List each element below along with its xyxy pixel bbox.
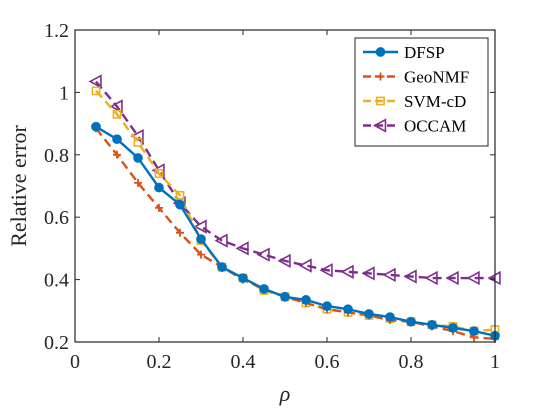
data-point-occam <box>235 241 249 256</box>
data-point-occam <box>214 233 228 248</box>
data-point-svm-cd <box>112 109 122 119</box>
data-point-dfsp <box>280 291 290 302</box>
legend-label-geonmf: GeoNMF <box>404 68 469 87</box>
x-tick-label: 0.2 <box>147 351 172 373</box>
ticks-layer: 0 0.2 0.4 0.6 0.8 10.20.40.60.811.2 <box>44 20 500 373</box>
data-point-occam <box>319 263 333 278</box>
legend-marker-geonmf <box>376 72 385 81</box>
data-point-dfsp <box>238 273 248 283</box>
data-point-dfsp <box>154 182 164 193</box>
x-tick-label: 0.6 <box>315 351 340 373</box>
data-point-svm-cd <box>133 137 143 147</box>
x-tick-label: 0.8 <box>399 351 424 373</box>
data-point-dfsp <box>196 234 206 244</box>
data-point-occam <box>361 266 375 281</box>
data-point-occam <box>256 247 270 262</box>
data-point-geonmf <box>134 178 142 187</box>
data-point-geonmf <box>155 203 163 212</box>
y-axis-label: Relative error <box>6 125 31 247</box>
data-point-dfsp <box>175 199 185 210</box>
data-point-dfsp <box>133 153 143 163</box>
y-tick-label: 0.4 <box>44 270 69 292</box>
x-tick-label: 0 <box>70 351 80 373</box>
data-point-dfsp <box>448 323 458 333</box>
data-point-dfsp <box>301 295 311 305</box>
x-axis-label: ρ <box>279 381 291 406</box>
data-point-occam <box>466 270 480 286</box>
data-point-dfsp <box>406 316 416 327</box>
data-point-svm-cd <box>91 86 101 96</box>
plot-frame <box>74 29 496 343</box>
y-tick-label: 0.8 <box>44 145 69 167</box>
legend-label-svm-cd: SVM-cD <box>404 92 466 111</box>
data-point-dfsp <box>322 301 332 311</box>
data-point-geonmf <box>113 150 121 159</box>
legend-label-occam: OCCAM <box>404 117 466 136</box>
data-point-dfsp <box>112 134 122 145</box>
x-tick-label: 0.4 <box>231 351 256 373</box>
series-line-geonmf <box>95 127 496 341</box>
data-point-dfsp <box>427 319 437 330</box>
x-tick-label: 1 <box>490 351 500 373</box>
data-point-dfsp <box>217 262 227 272</box>
legend-marker-svm-cd <box>376 96 385 106</box>
data-point-occam <box>340 264 354 279</box>
data-point-dfsp <box>343 304 353 315</box>
data-point-occam <box>382 267 396 283</box>
data-point-dfsp <box>259 284 269 294</box>
y-tick-label: 1 <box>59 82 69 104</box>
y-tick-label: 1.2 <box>44 20 69 42</box>
data-point-occam <box>277 253 291 269</box>
y-tick-label: 0.6 <box>44 207 69 229</box>
data-point-occam <box>445 270 459 286</box>
data-point-occam <box>88 74 102 89</box>
legend-box <box>354 37 489 147</box>
legend-marker-dfsp <box>375 47 386 57</box>
data-point-occam <box>193 219 207 234</box>
data-point-geonmf <box>197 250 205 259</box>
series-dfsp <box>91 121 500 341</box>
data-point-dfsp <box>385 312 395 322</box>
data-point-occam <box>298 258 312 273</box>
data-point-dfsp <box>364 309 374 319</box>
data-point-dfsp <box>469 326 479 336</box>
legend-marker-occam <box>373 118 387 133</box>
data-point-occam <box>403 269 417 284</box>
y-tick-label: 0.2 <box>44 332 69 354</box>
data-point-occam <box>424 270 438 286</box>
data-point-svm-cd <box>154 169 164 178</box>
legend-label-dfsp: DFSP <box>404 43 445 62</box>
legend: DFSP GeoNMF SVM-cD OCCAM <box>354 37 489 147</box>
data-point-dfsp <box>91 121 101 132</box>
data-point-occam <box>109 99 123 114</box>
data-point-svm-cd <box>175 190 185 200</box>
data-point-geonmf <box>176 228 184 237</box>
